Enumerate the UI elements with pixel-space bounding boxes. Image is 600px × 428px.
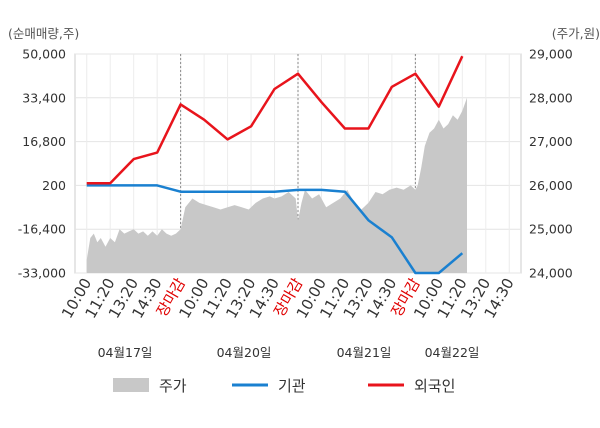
institution-line <box>86 184 464 275</box>
right-tick-label: 27,000 <box>529 134 573 149</box>
left-axis-ticks: 50,000 33,400 16,800 200 -16,400 -33,000 <box>18 47 66 281</box>
date-label: 04월21일 <box>337 345 392 360</box>
left-tick-label: -16,400 <box>18 222 66 237</box>
legend-swatch-price <box>113 378 149 392</box>
legend-item: 기관 <box>232 377 306 395</box>
right-axis-ticks: 29,000 28,000 27,000 26,000 25,000 24,000 <box>529 47 573 281</box>
net-buy-line-layer <box>86 55 464 275</box>
right-tick-label: 28,000 <box>529 90 573 105</box>
date-label: 04월22일 <box>425 345 480 360</box>
left-tick-label: 16,800 <box>22 134 66 149</box>
date-label: 04월17일 <box>98 345 153 360</box>
left-axis-unit: (순매매량,주) <box>8 26 79 41</box>
left-tick-label: -33,000 <box>18 266 66 281</box>
legend: 주가 기관 외국인 <box>113 377 455 395</box>
legend-item: 외국인 <box>368 377 455 395</box>
foreigner-line <box>86 55 464 185</box>
right-tick-label: 25,000 <box>529 222 573 237</box>
right-tick-label: 24,000 <box>529 266 573 281</box>
x-axis-ticks: 10:0011:2013:2014:30장마감10:0011:2013:2014… <box>58 275 518 322</box>
axis-layer: (순매매량,주) (주가,원) <box>8 26 600 41</box>
price-area-layer <box>86 97 467 273</box>
right-tick-label: 29,000 <box>529 47 573 62</box>
legend-label: 외국인 <box>414 377 455 395</box>
legend-label: 주가 <box>159 377 187 395</box>
price-area <box>86 97 467 273</box>
left-tick-label: 33,400 <box>22 90 66 105</box>
legend-item: 주가 <box>113 377 187 395</box>
right-tick-label: 26,000 <box>529 178 573 193</box>
left-tick-label: 50,000 <box>22 47 66 62</box>
right-axis-unit: (주가,원) <box>552 26 600 41</box>
date-labels: 04월17일 04월20일 04월21일 04월22일 <box>98 345 480 360</box>
legend-label: 기관 <box>278 377 306 395</box>
date-label: 04월20일 <box>217 345 272 360</box>
left-tick-label: 200 <box>42 178 66 193</box>
